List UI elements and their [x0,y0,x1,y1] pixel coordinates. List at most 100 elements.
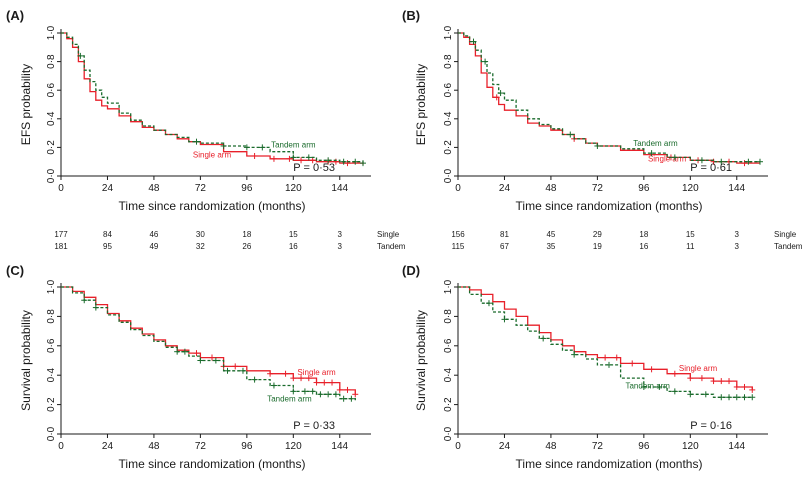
x-tick-label: 96 [638,441,650,452]
y-axis-title: EFS probability [19,64,33,145]
y-tick-label: 0·2 [46,397,57,412]
panel-letter: (A) [6,8,24,23]
censor-mark-single [602,354,609,361]
p-value-label: P = 0·61 [690,162,732,174]
risk-count: 15 [686,230,695,239]
risk-count: 35 [546,242,555,251]
risk-count: 3 [338,230,343,239]
censor-mark-single [726,378,733,385]
risk-count: 46 [149,230,158,239]
censor-mark-single [305,375,312,382]
series-label-tandem: Tandem arm [271,140,316,149]
p-value-label: P = 0·53 [293,162,335,174]
censor-mark-single [749,386,756,393]
y-axis-title: Survival probability [19,310,33,411]
censor-mark-tandem [497,90,504,97]
censor-mark-tandem [325,157,332,164]
censor-mark-tandem [197,357,204,364]
censor-mark-tandem [251,376,258,383]
censor-mark-single [298,157,305,164]
censor-mark-single [329,379,336,386]
risk-count: 3 [735,230,740,239]
censor-mark-tandem [309,388,316,395]
censor-mark-single [733,383,740,390]
risk-count: 49 [149,242,158,251]
y-tick-label: 0·6 [443,83,454,98]
x-tick-label: 24 [499,441,511,452]
risk-count: 3 [735,242,740,251]
x-tick-label: 120 [682,183,699,194]
x-tick-label: 72 [592,441,604,452]
y-axis-title: EFS probability [414,64,428,145]
risk-count: 18 [242,230,251,239]
risk-row-label: Tandem [377,242,406,251]
censor-mark-single [290,375,297,382]
x-axis-title: Time since randomization (months) [516,457,703,471]
y-tick-label: 0·6 [443,338,454,353]
censor-mark-single [687,375,694,382]
censor-mark-tandem [348,395,355,402]
series-label-tandem: Tandem arm [633,139,678,148]
censor-mark-tandem [212,357,219,364]
risk-row-label: Single [774,230,797,239]
x-tick-label: 24 [499,183,511,194]
risk-table: 177 84 46 30 18 15 3 Single 181 95 49 32 26 16 3 Tandem [54,230,405,251]
censor-mark-tandem [193,138,200,145]
series-line-tandem [458,32,760,163]
y-tick-label: 0·0 [46,426,57,441]
censor-mark-tandem [745,158,752,165]
censor-mark-single [493,94,500,101]
series-label-single: Single arm [297,368,336,377]
series-line-single [458,286,753,390]
censor-mark-tandem [501,316,508,323]
x-tick-label: 120 [682,441,699,452]
censor-mark-tandem [726,394,733,401]
y-tick-label: 0·0 [443,426,454,441]
y-tick-label: 1·0 [46,25,57,40]
censor-mark-single [344,386,351,393]
y-tick-label: 1·0 [443,279,454,294]
risk-count: 30 [196,230,205,239]
x-tick-label: 72 [195,183,207,194]
censor-mark-single [267,370,274,377]
x-tick-label: 24 [102,441,114,452]
y-tick-label: 0·8 [443,54,454,69]
censor-mark-single [270,155,277,162]
censor-mark-tandem [656,383,663,390]
chart-panel-3: (D) 0 24 48 72 96 120 144 0·0 0·2 0·4 0·6 0·8 1·0 Time… [402,263,768,471]
censor-mark-tandem [332,391,339,398]
censor-mark-single [298,375,305,382]
censor-mark-tandem [243,144,250,151]
censor-mark-single [313,379,320,386]
series-label-single: Single arm [679,364,718,373]
censor-mark-tandem [540,335,547,342]
chart-panel-1: (B) 0 24 48 72 96 120 144 0·0 0·2 0·4 0·6 0·8 1·0 Time… [402,8,803,251]
series-line-tandem [61,32,364,164]
censor-mark-single [282,370,289,377]
panel-letter: (C) [6,263,24,278]
y-tick-label: 0·8 [443,309,454,324]
x-axis-title: Time since randomization (months) [119,457,306,471]
risk-count: 11 [686,242,695,251]
y-tick-label: 1·0 [443,25,454,40]
censor-mark-tandem [594,142,601,149]
censor-mark-single [286,155,293,162]
x-tick-label: 0 [58,441,64,452]
censor-mark-tandem [648,150,655,157]
x-tick-label: 144 [728,183,745,194]
y-tick-label: 0·4 [46,111,57,126]
risk-count: 15 [289,230,298,239]
censor-mark-tandem [220,142,227,149]
censor-mark-tandem [485,300,492,307]
censor-mark-tandem [571,351,578,358]
censor-mark-tandem [270,382,277,389]
x-tick-label: 144 [331,183,348,194]
risk-count: 45 [546,230,555,239]
y-tick-label: 0·8 [46,309,57,324]
x-tick-label: 96 [638,183,650,194]
risk-count: 3 [338,242,343,251]
series-line-tandem [458,286,753,398]
x-tick-label: 48 [545,183,557,194]
censor-mark-tandem [325,391,332,398]
x-tick-label: 48 [148,441,160,452]
